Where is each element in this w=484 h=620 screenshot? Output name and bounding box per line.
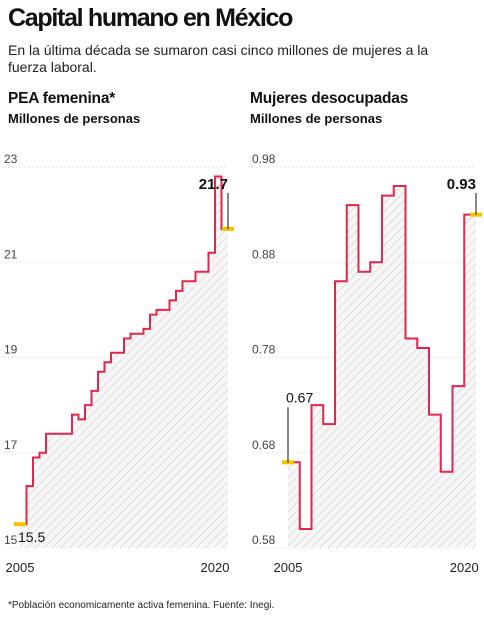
data-label: 0.67 xyxy=(286,389,313,405)
right-chart-title: Mujeres desocupadas xyxy=(250,90,409,107)
page-title: Capital humano en México xyxy=(8,4,293,32)
x-tick-label: 2005 xyxy=(274,560,303,575)
page-subtitle: En la última década se sumaron casi cinc… xyxy=(8,42,429,75)
series-area xyxy=(288,186,476,549)
left-chart-title: PEA femenina* xyxy=(8,90,116,107)
value-marker xyxy=(14,522,26,527)
series-line xyxy=(288,185,476,530)
y-tick-label: 0.58 xyxy=(252,533,276,547)
y-tick-label: 0.98 xyxy=(252,152,276,166)
y-tick-label: 0.88 xyxy=(252,247,276,261)
data-label: 15.5 xyxy=(18,529,45,545)
y-tick-label: 21 xyxy=(4,247,18,261)
y-tick-label: 0.68 xyxy=(252,438,276,452)
y-tick-label: 17 xyxy=(4,438,18,452)
series-area xyxy=(20,176,228,548)
left-chart-ylabel: Millones de personas xyxy=(8,111,141,126)
y-tick-label: 0.78 xyxy=(252,343,276,357)
data-label: 21.7 xyxy=(199,176,228,193)
y-tick-label: 15 xyxy=(4,533,18,547)
x-tick-label: 2020 xyxy=(450,560,479,575)
x-tick-label: 2005 xyxy=(6,560,35,575)
right-chart-ylabel: Millones de personas xyxy=(250,111,383,126)
y-tick-label: 23 xyxy=(4,152,18,166)
footnote: *Población economicamente activa femenin… xyxy=(8,600,275,611)
series-line xyxy=(20,175,228,526)
value-marker xyxy=(222,226,234,231)
y-tick-label: 19 xyxy=(4,343,18,357)
left-chart: 15 17 19 21 23 2005 2020 15.5 21.7 xyxy=(4,152,234,575)
data-label: 0.93 xyxy=(447,176,476,193)
right-chart: 0.58 0.68 0.78 0.88 0.98 2005 2020 0.67 0.93 xyxy=(252,152,482,575)
x-tick-label: 2020 xyxy=(201,560,230,575)
